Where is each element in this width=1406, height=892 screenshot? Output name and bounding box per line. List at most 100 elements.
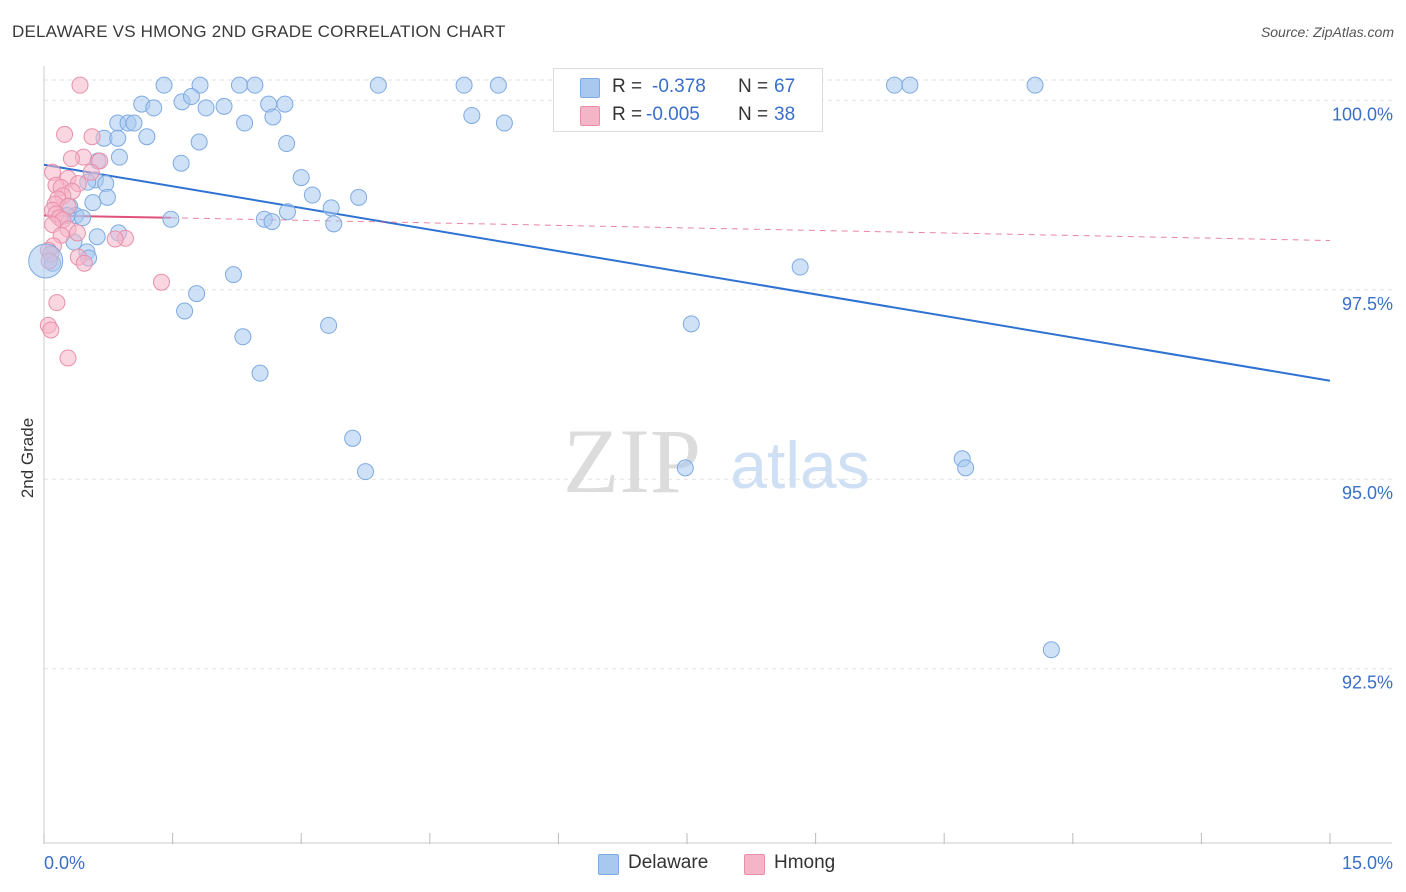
legend-label: Hmong <box>774 852 836 873</box>
delaware-point <box>1026 76 1044 94</box>
r-label: R = <box>612 76 643 97</box>
delaware-point <box>246 76 264 94</box>
delaware-point <box>369 76 387 94</box>
hmong-legend-swatch <box>744 854 765 875</box>
delaware-point <box>885 76 903 94</box>
delaware-point-large <box>28 243 64 279</box>
legend-item-hmong[interactable]: Hmong <box>744 852 854 876</box>
y-tick-label: 95.0% <box>1342 483 1393 503</box>
y-tick-labels: 92.5% 95.0% 97.5% 100.0% <box>1332 104 1393 692</box>
legend-label: Delaware <box>628 852 709 873</box>
delaware-point <box>182 88 200 106</box>
data-points <box>28 76 1060 659</box>
delaware-point <box>197 99 215 117</box>
y-tick-label: 92.5% <box>1342 673 1393 693</box>
delaware-point <box>322 199 340 217</box>
delaware-point <box>109 129 127 147</box>
watermark-zip: ZIP <box>563 410 701 512</box>
delaware-point <box>682 315 700 333</box>
delaware-point <box>176 302 194 320</box>
hmong-point <box>48 294 66 312</box>
delaware-point <box>276 95 294 113</box>
delaware-point <box>278 203 296 221</box>
hmong-swatch <box>580 106 600 126</box>
chart-title: DELAWARE VS HMONG 2ND GRADE CORRELATION … <box>12 22 506 41</box>
delaware-point <box>162 210 180 228</box>
watermark: ZIP atlas <box>563 410 870 512</box>
delaware-point <box>357 463 374 481</box>
delaware-point <box>191 76 209 94</box>
delaware-point <box>251 364 269 382</box>
delaware-point <box>84 194 102 212</box>
hmong-point <box>106 230 124 248</box>
delaware-point <box>234 328 252 346</box>
x-tick-labels: 0.0% 15.0% <box>44 853 1393 873</box>
trend-line-dashed <box>170 217 1331 242</box>
r-label: R = <box>612 104 643 125</box>
stats-box: R = -0.378 N = 67 R = -0.005 N = 38 <box>553 68 823 132</box>
hmong-point <box>68 224 86 242</box>
delaware-point <box>230 76 248 94</box>
delaware-point <box>224 266 242 284</box>
delaware-legend-swatch <box>598 854 619 875</box>
hmong-point <box>62 150 80 168</box>
delaware-point <box>320 316 338 334</box>
n-value: 38 <box>774 104 796 125</box>
delaware-point <box>278 135 296 153</box>
hmong-point <box>42 321 60 339</box>
delaware-point <box>264 108 282 126</box>
y-tick-label: 97.5% <box>1342 294 1393 314</box>
delaware-point <box>325 215 343 233</box>
delaware-point <box>957 459 975 477</box>
r-value: -0.378 <box>652 76 706 97</box>
delaware-point <box>188 285 206 303</box>
delaware-point <box>344 429 362 447</box>
hmong-point <box>59 349 77 367</box>
x-tick-label: 15.0% <box>1342 853 1393 873</box>
source-label: Source: ZipAtlas.com <box>1260 24 1394 40</box>
x-tick-label: 0.0% <box>44 853 85 873</box>
delaware-point <box>125 114 143 132</box>
hmong-point <box>75 254 93 272</box>
hmong-point <box>152 273 170 291</box>
delaware-point <box>190 133 208 151</box>
n-value: 67 <box>774 76 796 97</box>
legend-item-delaware[interactable]: Delaware <box>598 852 728 876</box>
delaware-point <box>292 169 310 187</box>
delaware-point <box>455 76 473 94</box>
delaware-point <box>110 148 128 166</box>
delaware-point <box>98 188 116 206</box>
delaware-point <box>901 76 919 94</box>
hmong-point <box>82 163 100 181</box>
delaware-point <box>88 228 106 246</box>
hmong-point <box>56 125 74 143</box>
delaware-point <box>303 186 321 204</box>
delaware-point <box>74 209 92 227</box>
delaware-point <box>791 258 809 276</box>
delaware-point <box>172 154 190 172</box>
trend-line <box>43 163 1331 382</box>
delaware-swatch <box>580 78 600 98</box>
delaware-point <box>138 128 156 146</box>
delaware-point <box>236 114 254 132</box>
gridlines <box>44 79 1392 670</box>
delaware-point <box>676 459 694 477</box>
hmong-point <box>71 76 89 94</box>
delaware-point <box>263 213 281 231</box>
y-axis-label: 2nd Grade <box>18 418 37 498</box>
n-label: N = <box>738 76 769 97</box>
stats-row-hmong: R = -0.005 N = 38 <box>554 101 822 129</box>
delaware-point <box>463 106 481 124</box>
n-label: N = <box>738 104 769 125</box>
delaware-point <box>215 97 233 115</box>
delaware-point <box>350 188 368 206</box>
watermark-atlas: atlas <box>730 428 869 502</box>
delaware-point <box>495 114 513 132</box>
hmong-point <box>91 152 109 170</box>
y-tick-label: 100.0% <box>1332 104 1393 124</box>
stats-row-delaware: R = -0.378 N = 67 <box>554 73 822 101</box>
hmong-point <box>83 128 101 146</box>
delaware-point <box>489 76 507 94</box>
r-value: -0.005 <box>646 104 700 125</box>
